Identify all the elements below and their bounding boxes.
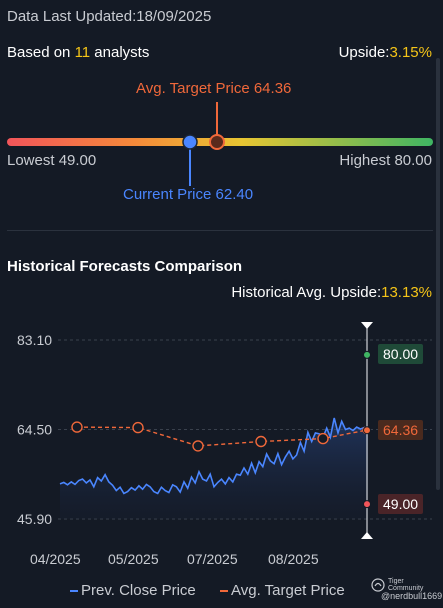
avg-target-point bbox=[132, 421, 144, 434]
range-marker bbox=[363, 426, 371, 435]
scrollbar[interactable] bbox=[436, 58, 440, 490]
upside-label: Upside: bbox=[338, 44, 390, 61]
y-tick-label: 45.90 bbox=[17, 511, 52, 527]
analyst-count: 11 bbox=[74, 44, 91, 61]
highest-label: Highest 80.00 bbox=[339, 152, 432, 169]
avg-target-point bbox=[192, 440, 204, 452]
range-bottom-arrow bbox=[361, 532, 373, 539]
watermark-title: Tiger Community bbox=[388, 578, 424, 592]
legend-target-swatch bbox=[220, 590, 228, 593]
avg-target-point bbox=[317, 432, 329, 445]
legend-close-swatch bbox=[70, 590, 78, 593]
y-tick-label: 83.10 bbox=[17, 332, 52, 348]
avg-target-badge: 64.36 bbox=[378, 420, 424, 440]
low-target-badge: 49.00 bbox=[378, 494, 424, 514]
historical-upside-value: 13.13% bbox=[381, 284, 432, 301]
watermark: Tiger Community @nerdbull1669 bbox=[371, 576, 443, 606]
avg-target-point bbox=[71, 421, 83, 433]
based-on-suffix: analysts bbox=[90, 44, 150, 61]
legend-avg-target[interactable]: Avg. Target Price bbox=[220, 582, 345, 599]
target-range-bar bbox=[7, 102, 433, 186]
avg-target-marker bbox=[209, 134, 225, 150]
current-price-label: Current Price 62.40 bbox=[123, 186, 254, 203]
current-price-marker bbox=[182, 134, 198, 150]
legend-close-label: Prev. Close Price bbox=[81, 582, 196, 599]
x-tick-label: 07/2025 bbox=[187, 551, 238, 567]
historical-upside: Historical Avg. Upside:13.13% bbox=[231, 284, 432, 301]
close-price-area bbox=[60, 418, 368, 519]
section-divider bbox=[7, 230, 433, 231]
based-on-analysts: Based on 11 analysts bbox=[7, 44, 149, 61]
last-updated-text: Data Last Updated:18/09/2025 bbox=[7, 8, 212, 25]
historical-forecasts-chart: 83.10 64.50 45.90 04/2025 05/2025 07/2025 08/2… bbox=[17, 322, 432, 567]
avg-target-line bbox=[76, 426, 367, 447]
range-marker bbox=[363, 500, 371, 509]
tiger-logo-icon bbox=[371, 578, 385, 592]
watermark-user: @nerdbull1669 bbox=[381, 591, 443, 601]
y-tick-label: 64.50 bbox=[17, 422, 52, 438]
range-marker bbox=[363, 350, 371, 359]
avg-target-price-label: Avg. Target Price 64.36 bbox=[136, 80, 292, 97]
section-title: Historical Forecasts Comparison bbox=[7, 258, 243, 275]
high-target-badge: 80.00 bbox=[378, 344, 424, 364]
avg-target-point bbox=[255, 435, 267, 448]
lowest-label: Lowest 49.00 bbox=[7, 152, 97, 169]
x-tick-label: 04/2025 bbox=[30, 551, 81, 567]
based-on-prefix: Based on bbox=[7, 44, 75, 61]
upside-summary: Upside:3.15% bbox=[339, 44, 432, 61]
close-price-line bbox=[59, 417, 369, 495]
historical-upside-label: Historical Avg. Upside: bbox=[231, 284, 382, 301]
x-tick-label: 05/2025 bbox=[108, 551, 159, 567]
legend-close-price[interactable]: Prev. Close Price bbox=[70, 582, 196, 599]
legend-target-label: Avg. Target Price bbox=[231, 582, 345, 599]
x-tick-label: 08/2025 bbox=[268, 551, 319, 567]
upside-value: 3.15% bbox=[389, 44, 432, 61]
range-top-arrow bbox=[361, 322, 373, 329]
